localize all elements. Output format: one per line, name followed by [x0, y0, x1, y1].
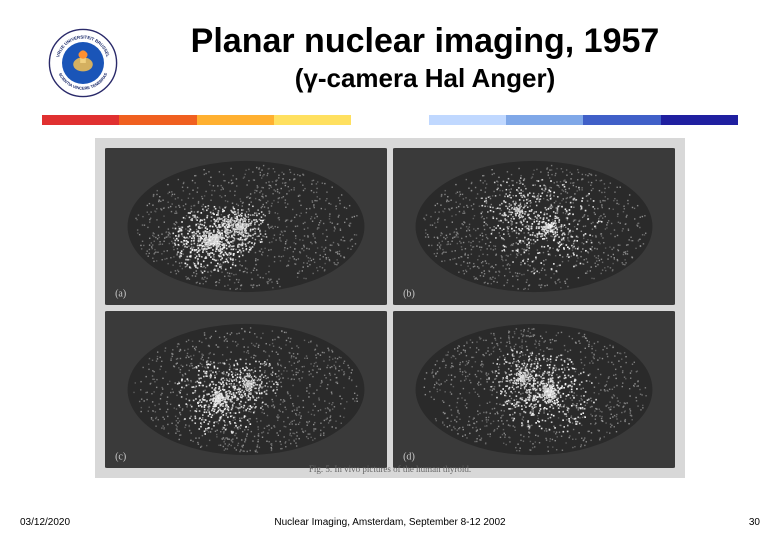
scan-panel: (b): [393, 148, 675, 305]
rainbow-divider: [42, 115, 738, 125]
footer-venue: Nuclear Imaging, Amsterdam, September 8-…: [0, 517, 780, 528]
title-sub: (γ-camera Hal Anger): [130, 63, 720, 94]
scan-panel: (a): [105, 148, 387, 305]
scan-panel: (c): [105, 311, 387, 468]
title-main: Planar nuclear imaging, 1957: [130, 22, 720, 61]
footer-page-number: 30: [749, 517, 760, 528]
scan-panel: (d): [393, 311, 675, 468]
svg-text:(a): (a): [115, 288, 126, 299]
title-block: Planar nuclear imaging, 1957 (γ-camera H…: [130, 22, 720, 94]
slide: VRIJE UNIVERSITEIT BRUSSEL SCIENTIA VINC…: [0, 0, 780, 540]
svg-text:(b): (b): [403, 288, 415, 299]
university-logo: VRIJE UNIVERSITEIT BRUSSEL SCIENTIA VINC…: [48, 28, 118, 98]
thyroid-scan-grid: (a) (b) (c)(d)Fig. 5. In vivo pictures of …: [95, 138, 685, 478]
figure-caption: Fig. 5. In vivo pictures of the human th…: [95, 464, 685, 474]
